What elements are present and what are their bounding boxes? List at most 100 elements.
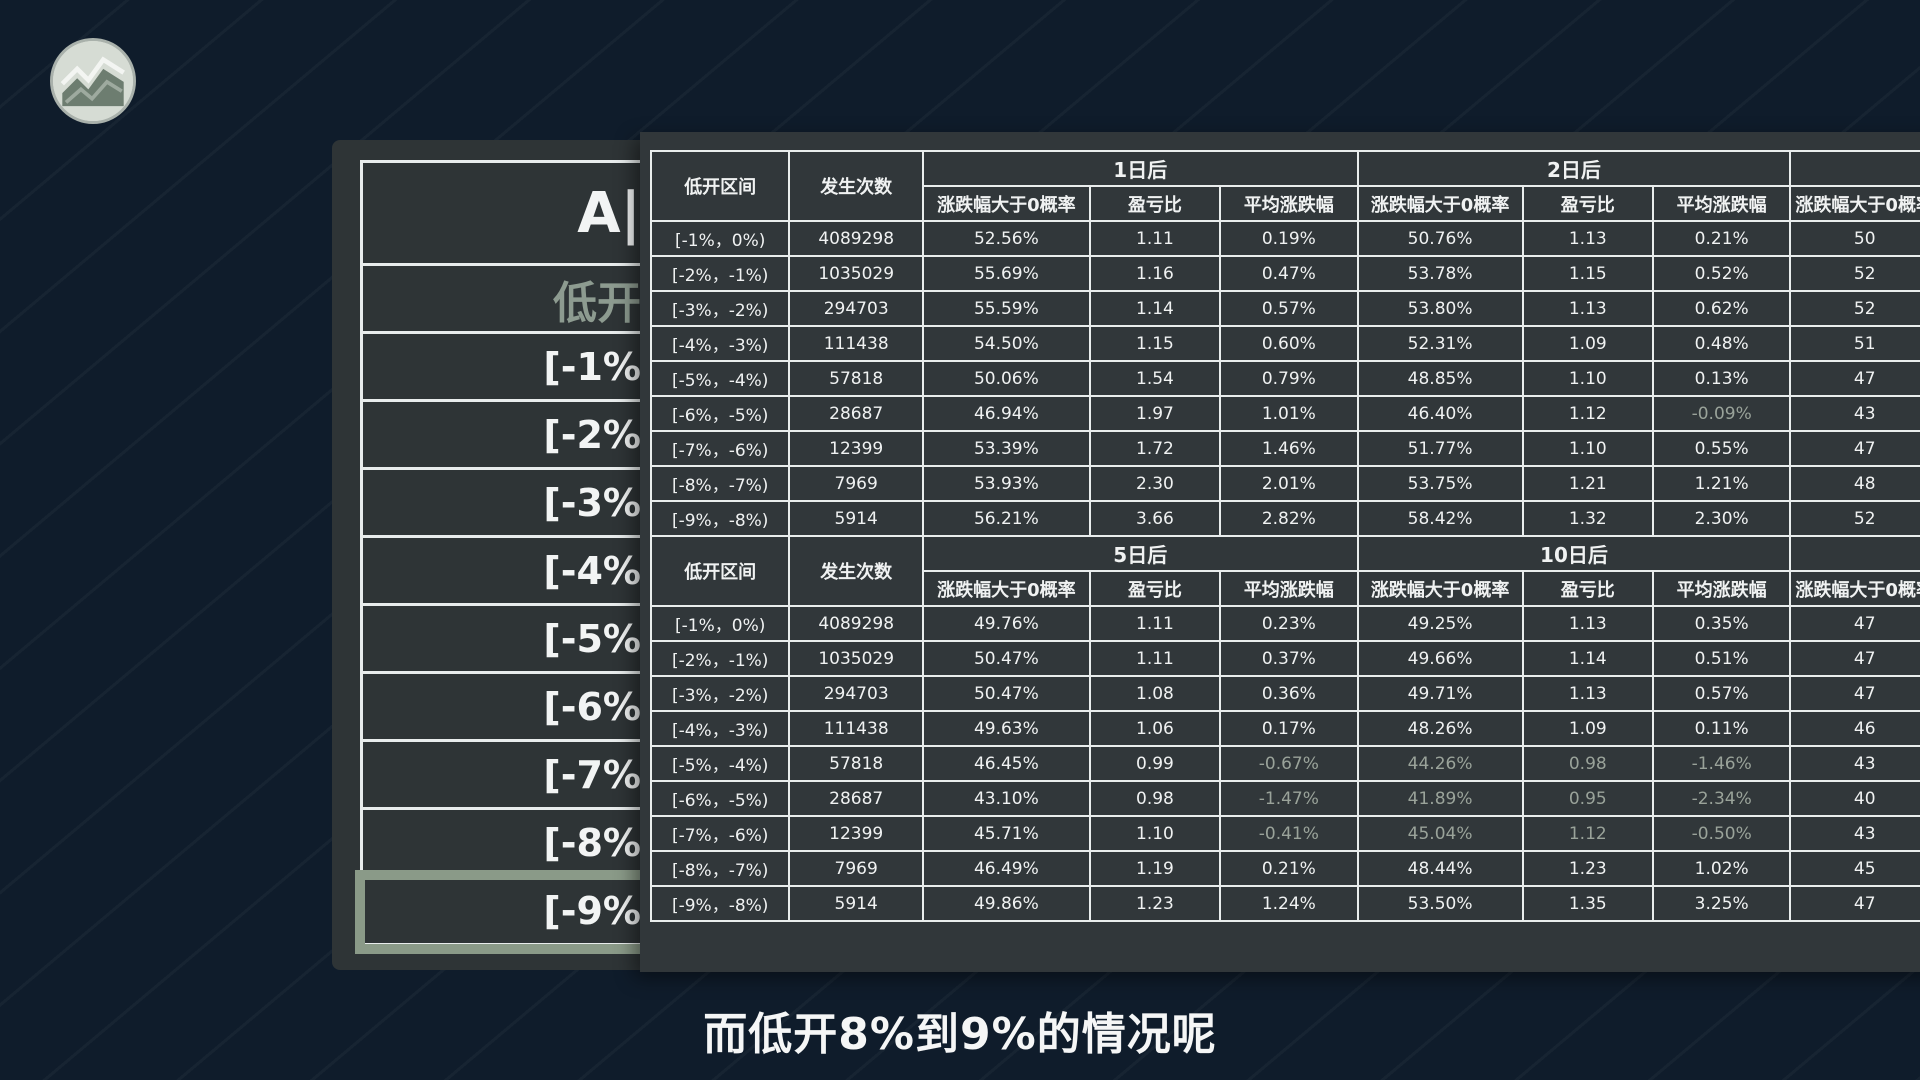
cell-value: 1.01%: [1219, 395, 1359, 432]
cell-count: 4089298: [788, 605, 924, 642]
sub-column-header: 平均涨跌幅: [1651, 570, 1792, 607]
cell-value: 48.85%: [1356, 360, 1524, 397]
cell-value: 1.32: [1521, 500, 1654, 537]
cell-value-partial: 40: [1789, 780, 1920, 817]
cell-value: 52.56%: [921, 220, 1091, 257]
cell-count: 4089298: [788, 220, 924, 257]
back-table-row: [-7%: [363, 742, 663, 810]
cell-count: 57818: [788, 360, 924, 397]
back-table-row: [-1%: [363, 334, 663, 402]
table-row: [-8%，-7%) 7969 46.49% 1.19 0.21% 48.44% 1.23 1.…: [649, 850, 1920, 887]
cell-interval: [-9%，-8%): [649, 885, 791, 922]
table-header-row: 低开区间 发生次数 5日后 10日后: [649, 535, 1920, 607]
cell-value: 53.50%: [1356, 885, 1524, 922]
group-header: 2日后: [1356, 150, 1792, 187]
cell-value: 1.12: [1521, 395, 1654, 432]
cell-value: 1.11: [1088, 220, 1222, 257]
cell-value: 1.35: [1521, 885, 1654, 922]
cell-value-partial: 43: [1789, 395, 1920, 432]
cell-count: 57818: [788, 745, 924, 782]
cell-value: 50.47%: [921, 640, 1091, 677]
cell-value: 1.10: [1088, 815, 1222, 852]
cell-count: 7969: [788, 850, 924, 887]
table-row: [-6%，-5%) 28687 46.94% 1.97 1.01% 46.40% 1.12-…: [649, 395, 1920, 432]
cell-value: 1.21: [1521, 465, 1654, 502]
cell-value: 49.25%: [1356, 605, 1524, 642]
cell-value-partial: 43: [1789, 815, 1920, 852]
cell-value: 46.45%: [921, 745, 1091, 782]
table-row: [-4%，-3%) 111438 54.50% 1.15 0.60% 52.31% 1.09…: [649, 325, 1920, 362]
cell-value: 46.49%: [921, 850, 1091, 887]
cell-value: 0.17%: [1219, 710, 1359, 747]
cell-value: 0.21%: [1651, 220, 1792, 257]
cell-value: 2.82%: [1219, 500, 1359, 537]
cell-value: -0.50%: [1651, 815, 1792, 852]
cell-value: 58.42%: [1356, 500, 1524, 537]
cell-value: 1.23: [1521, 850, 1654, 887]
group-header: 1日后: [921, 150, 1359, 187]
cell-value: 1.46%: [1219, 430, 1359, 467]
sub-column-header: 盈亏比: [1521, 185, 1654, 222]
table-row: [-3%，-2%) 294703 55.59% 1.14 0.57% 53.80% 1.13…: [649, 290, 1920, 327]
sub-column-header: 涨跌幅大于0概率: [921, 185, 1091, 222]
column-header-count: 发生次数: [788, 150, 924, 222]
cell-value: 0.95: [1521, 780, 1654, 817]
cell-count: 294703: [788, 290, 924, 327]
sub-column-header: 平均涨跌幅: [1651, 185, 1792, 222]
cell-value: 0.11%: [1651, 710, 1792, 747]
cell-value: 1.08: [1088, 675, 1222, 712]
table-row: [-8%，-7%) 7969 53.93% 2.30 2.01% 53.75% 1.21 1.…: [649, 465, 1920, 502]
cell-interval: [-4%，-3%): [649, 710, 791, 747]
cell-value: 0.51%: [1651, 640, 1792, 677]
group-header: 5日后: [921, 535, 1359, 572]
cell-count: 5914: [788, 500, 924, 537]
background-table: A| 低开 [-1% [-2% [-3% [-4% [-5% [-6% [-7% [-8% [-9%: [355, 160, 671, 954]
cell-interval: [-6%，-5%): [649, 395, 791, 432]
cell-value: 0.35%: [1651, 605, 1792, 642]
sub-column-header: 平均涨跌幅: [1219, 570, 1359, 607]
cell-value: 0.98: [1088, 780, 1222, 817]
cell-interval: [-8%，-7%): [649, 850, 791, 887]
cell-value: 2.30%: [1651, 500, 1792, 537]
back-table-row: [-8%: [363, 810, 663, 878]
cell-value: 46.40%: [1356, 395, 1524, 432]
cell-value: 1.02%: [1651, 850, 1792, 887]
table-row: [-5%，-4%) 57818 50.06% 1.54 0.79% 48.85% 1.10 0…: [649, 360, 1920, 397]
sub-column-header: 涨跌幅大于0概率: [1356, 570, 1524, 607]
cell-value-partial: 45: [1789, 850, 1920, 887]
cell-value: 2.30: [1088, 465, 1222, 502]
cell-value: -1.46%: [1651, 745, 1792, 782]
cell-value: 1.72: [1088, 430, 1222, 467]
cell-count: 7969: [788, 465, 924, 502]
table-subheader-row: 涨跌幅大于0概率盈亏比平均涨跌幅涨跌幅大于0概率盈亏比平均涨跌幅涨跌幅大于0概率: [651, 185, 1920, 222]
table-row: [-6%，-5%) 28687 43.10% 0.98 -1.47% 41.89% 0.95…: [649, 780, 1920, 817]
sub-column-header: 涨跌幅大于0概率: [1356, 185, 1524, 222]
cell-value: 1.14: [1088, 290, 1222, 327]
sub-column-header: 平均涨跌幅: [1219, 185, 1359, 222]
back-table-subtitle: 低开: [363, 266, 663, 334]
cell-value: 0.57%: [1651, 675, 1792, 712]
back-table-row: [-9%: [355, 870, 671, 954]
cell-value: 0.13%: [1651, 360, 1792, 397]
cell-interval: [-8%，-7%): [649, 465, 791, 502]
cell-value: 1.14: [1521, 640, 1654, 677]
sub-column-header: 盈亏比: [1521, 570, 1654, 607]
data-table-panel: 低开区间 发生次数 1日后 2日后 涨跌幅大于0概率 盈亏比 平均涨跌幅 涨跌幅大于0概率 盈亏…: [640, 132, 1920, 972]
sub-column-header: 涨跌幅大于0概率: [921, 570, 1091, 607]
table-header-row: 低开区间 发生次数 1日后 2日后: [649, 150, 1920, 222]
cell-value: 46.94%: [921, 395, 1091, 432]
cell-value: -0.41%: [1219, 815, 1359, 852]
cell-value: 48.44%: [1356, 850, 1524, 887]
back-table-title: A|: [363, 163, 663, 266]
cell-value: 53.39%: [921, 430, 1091, 467]
cell-value: 43.10%: [921, 780, 1091, 817]
cell-value: 1.10: [1521, 430, 1654, 467]
cell-value: 41.89%: [1356, 780, 1524, 817]
cell-value: 1.11: [1088, 640, 1222, 677]
group-header: 10日后: [1356, 535, 1792, 572]
cell-value: 1.13: [1521, 220, 1654, 257]
cell-value-partial: 47: [1789, 605, 1920, 642]
cell-value: 0.60%: [1219, 325, 1359, 362]
cell-interval: [-3%，-2%): [649, 290, 791, 327]
cell-value: 1.13: [1521, 675, 1654, 712]
